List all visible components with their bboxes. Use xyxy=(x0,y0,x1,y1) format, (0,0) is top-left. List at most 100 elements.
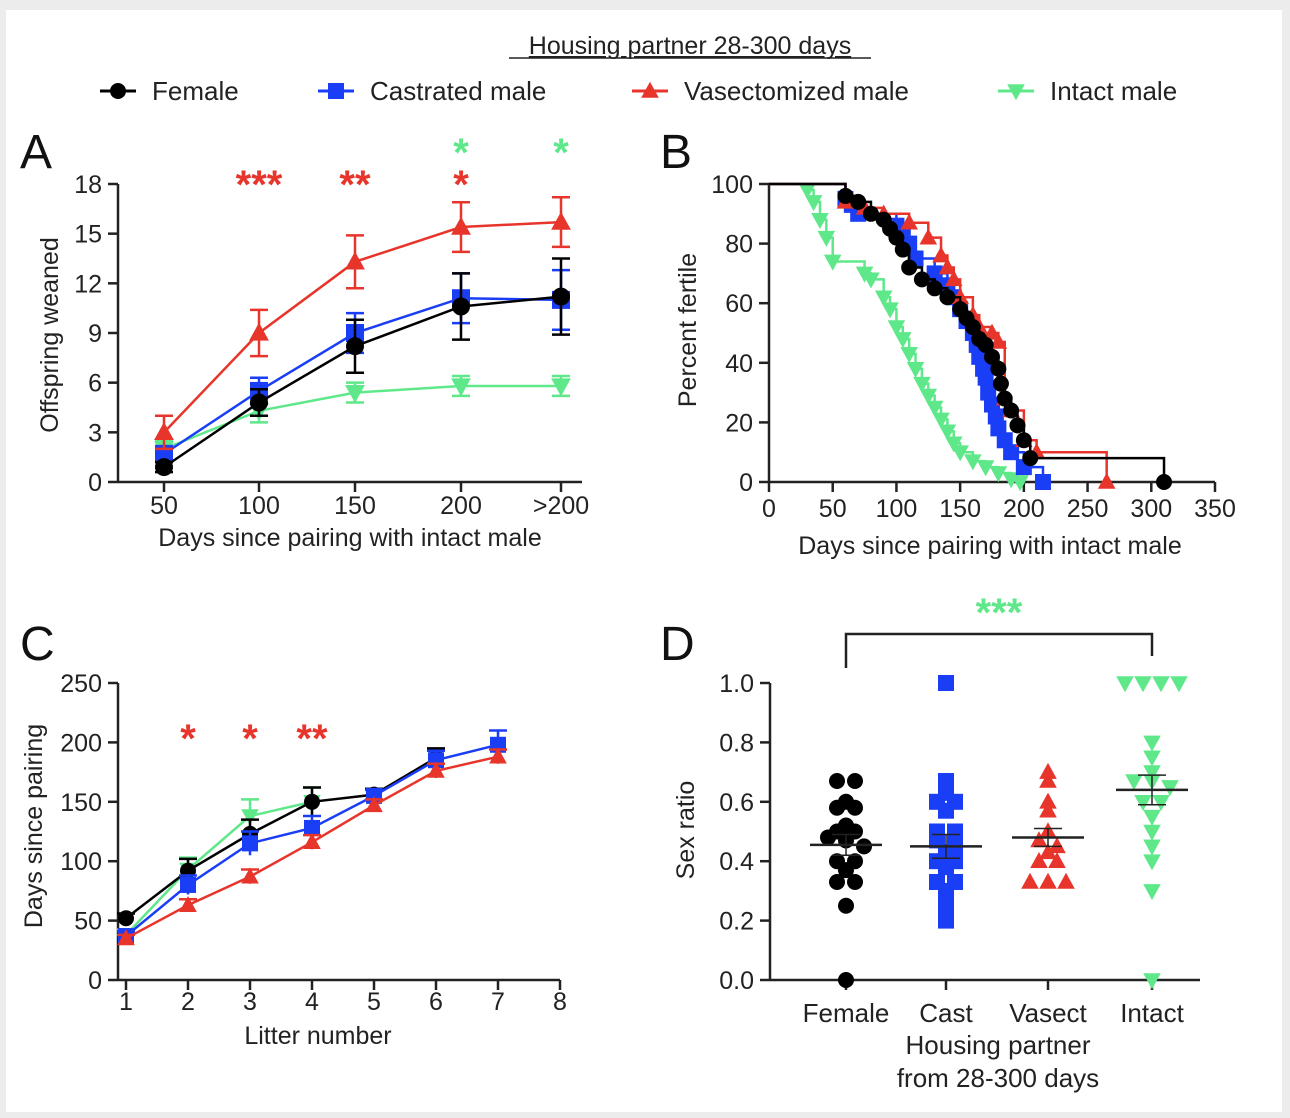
x-tick-label: 50 xyxy=(150,492,178,520)
data-point-vasectomized-male xyxy=(303,832,321,849)
y-tick-label: 12 xyxy=(74,270,102,298)
data-point-intact-male xyxy=(913,376,931,393)
panel-label-d: D xyxy=(660,618,695,671)
data-point-female xyxy=(847,873,863,890)
x-tick-label: 7 xyxy=(491,988,505,1016)
data-point-castrated-male xyxy=(1003,444,1020,461)
significance-marker: ** xyxy=(296,717,328,761)
x-tick-label: Vasect xyxy=(1009,998,1087,1028)
data-point-intact xyxy=(1143,839,1161,856)
x-tick-label: Female xyxy=(803,998,890,1028)
panel-label-a: A xyxy=(20,126,52,179)
x-axis-label: from 28-300 days xyxy=(897,1063,1099,1093)
y-tick-label: 0.6 xyxy=(719,789,754,817)
data-point-female xyxy=(1003,402,1020,419)
chart-panel-d: 0.0 0.2 0.4 0.6 0.8 1.0 Female Cast Vasect Intact… xyxy=(672,591,1200,1093)
data-point-vasect xyxy=(1039,762,1057,779)
data-point-intact-male xyxy=(874,290,893,307)
data-point-cast xyxy=(938,912,954,929)
y-tick-label: 15 xyxy=(74,221,102,249)
data-point-female xyxy=(850,193,867,210)
data-point-female xyxy=(552,287,570,306)
significance-marker: * xyxy=(553,131,569,175)
y-tick-label: 100 xyxy=(60,848,102,876)
data-point-intact xyxy=(1134,795,1152,811)
data-point-vasectomized-male xyxy=(932,246,950,263)
data-point-intact-male xyxy=(345,384,365,403)
y-axis-label: Days since pairing xyxy=(20,724,48,928)
data-point-female xyxy=(346,337,364,356)
x-tick-label: 100 xyxy=(238,492,280,520)
y-tick-label: 9 xyxy=(88,320,102,348)
data-point-female xyxy=(155,458,173,477)
data-point-vasect xyxy=(1048,837,1066,854)
data-point-intact xyxy=(1143,809,1161,826)
data-point-female xyxy=(452,297,470,316)
data-point-female xyxy=(888,229,905,246)
data-point-intact xyxy=(1143,824,1161,841)
data-point-cast xyxy=(938,802,954,819)
data-point-intact-male xyxy=(804,195,823,212)
data-point-vasect xyxy=(1030,852,1048,868)
data-point-castrated-male xyxy=(926,265,943,282)
data-point-intact-male xyxy=(887,320,906,337)
data-point-intact-male xyxy=(964,454,982,471)
data-point-vasectomized-male xyxy=(365,796,383,813)
data-point-intact xyxy=(1143,765,1161,782)
data-point-vasectomized-male xyxy=(551,211,571,230)
significance-marker: * xyxy=(242,717,258,761)
data-point-intact xyxy=(1125,774,1143,791)
legend: Female Castrated male Vasectomized male Int… xyxy=(100,76,1177,106)
data-point-vasectomized-male xyxy=(919,228,938,245)
data-point-castrated-male xyxy=(304,819,320,836)
x-tick-label: 0 xyxy=(762,495,776,523)
data-point-female xyxy=(977,336,994,353)
data-point-intact-male xyxy=(1011,475,1029,492)
x-tick-label: Intact xyxy=(1120,998,1184,1028)
data-point-intact-male xyxy=(894,332,912,349)
y-tick-label: 0 xyxy=(88,967,102,995)
data-point-female xyxy=(901,259,918,276)
data-point-female xyxy=(829,773,845,790)
x-tick-label: 350 xyxy=(1194,495,1236,523)
data-point-intact-male xyxy=(976,460,995,477)
data-point-vasect xyxy=(1039,771,1057,788)
data-point-vasect xyxy=(1057,872,1075,889)
data-point-cast xyxy=(947,823,963,840)
x-axis-label: Housing partner xyxy=(906,1030,1091,1060)
data-point-intact-male xyxy=(906,361,925,378)
significance-marker: * xyxy=(180,717,196,761)
chart-panel-c: 0 50 100 150 200 250 1 2 3 4 5 6 7 8 Litter number Days… xyxy=(20,670,567,1050)
data-point-intact-male xyxy=(798,183,817,200)
x-tick-label: 8 xyxy=(553,988,567,1016)
data-point-intact-male xyxy=(944,436,963,453)
x-axis-label: Days since pairing with intact male xyxy=(158,524,542,552)
data-point-female xyxy=(939,289,956,306)
data-point-vasectomized-male xyxy=(944,270,963,287)
data-point-intact-male xyxy=(989,466,1008,483)
significance-marker: * xyxy=(453,131,469,175)
y-tick-label: 0.0 xyxy=(719,967,754,995)
data-point-intact xyxy=(1143,750,1161,767)
series-line-intact-male xyxy=(125,800,313,936)
x-tick-label: 200 xyxy=(440,492,482,520)
data-point-female xyxy=(984,348,1000,365)
data-point-vasectomized-male xyxy=(117,929,135,946)
data-point-intact-male xyxy=(932,412,950,429)
y-tick-label: 3 xyxy=(88,419,102,447)
data-point-female xyxy=(1022,450,1039,467)
significance-marker: * xyxy=(453,163,469,207)
data-point-female xyxy=(862,205,879,222)
x-tick-label: 50 xyxy=(819,495,847,523)
data-point-female xyxy=(838,972,854,988)
data-point-intact-male xyxy=(817,230,836,247)
y-tick-label: 20 xyxy=(725,409,753,437)
y-axis-label: Percent fertile xyxy=(674,253,702,407)
data-point-female xyxy=(304,793,320,810)
legend-marker-castrated-male xyxy=(328,83,344,99)
data-point-intact xyxy=(1143,735,1161,752)
data-point-vasect xyxy=(1039,801,1057,818)
data-point-female xyxy=(856,838,872,855)
data-point-cast xyxy=(938,859,954,876)
